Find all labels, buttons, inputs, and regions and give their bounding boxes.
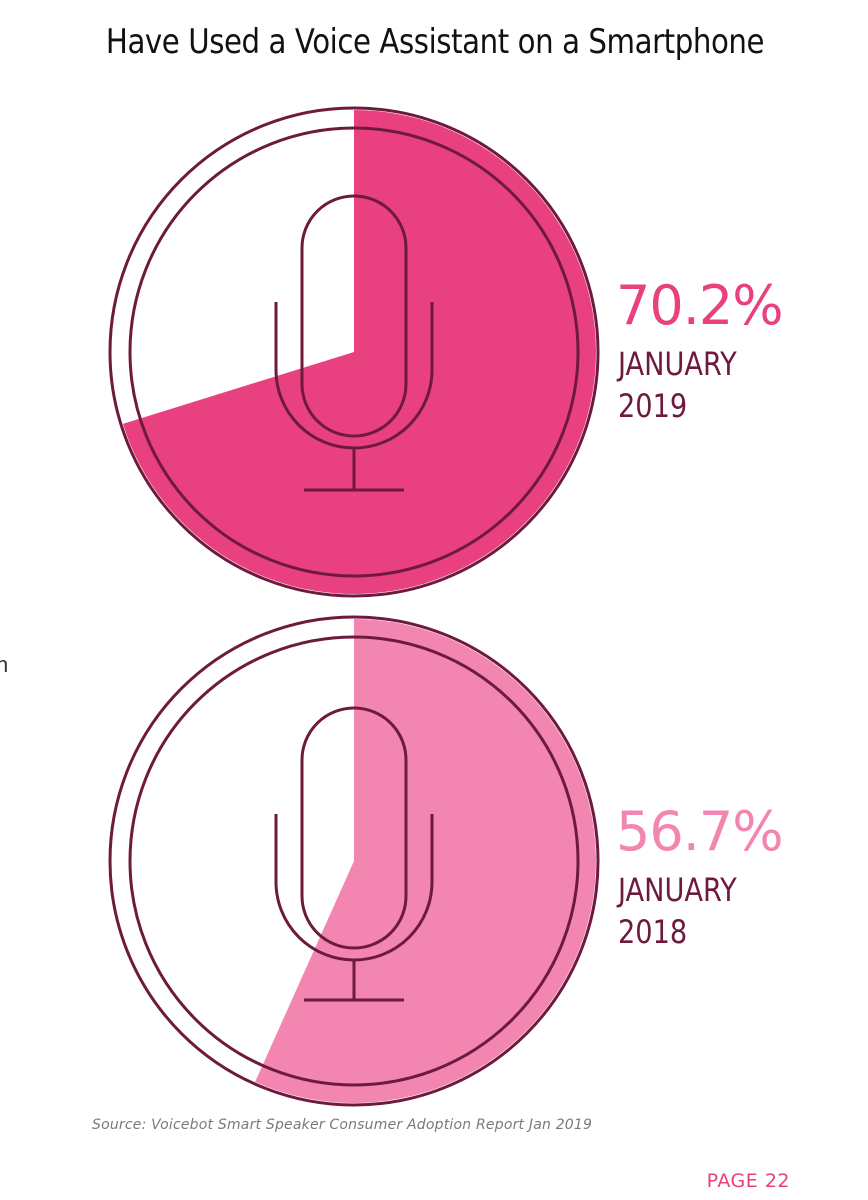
page-number: PAGE 22 [706,1170,790,1192]
inner-ring-2019 [128,126,580,578]
period-month-2018: JANUARY [618,871,737,909]
pie-chart-2018 [108,615,600,1107]
value-label-2018: 56.7% [616,800,784,863]
pie-slice-2019 [122,110,596,594]
pie-chart-2019 [108,106,600,598]
pie-slice-2018 [255,619,597,1103]
value-label-2019: 70.2% [616,274,784,337]
cropped-edge-text: n [0,652,9,677]
microphone-icon [274,706,434,1002]
source-note: Source: Voicebot Smart Speaker Consumer … [92,1117,593,1133]
inner-ring-2018 [128,635,580,1087]
period-year-2019: 2019 [618,387,688,425]
period-year-2018: 2018 [618,913,688,951]
page-title: Have Used a Voice Assistant on a Smartph… [105,22,765,62]
microphone-icon [274,194,434,492]
period-month-2019: JANUARY [618,345,737,383]
